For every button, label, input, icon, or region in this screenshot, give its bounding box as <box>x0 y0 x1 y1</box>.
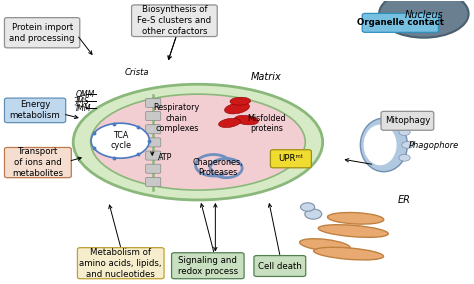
Circle shape <box>402 141 413 148</box>
Text: Crista: Crista <box>125 68 149 78</box>
Circle shape <box>301 203 315 211</box>
FancyBboxPatch shape <box>146 178 161 186</box>
Ellipse shape <box>230 97 251 105</box>
Ellipse shape <box>379 0 469 38</box>
FancyBboxPatch shape <box>271 150 311 168</box>
Ellipse shape <box>91 94 305 190</box>
Ellipse shape <box>360 118 408 172</box>
Text: Mitophagy: Mitophagy <box>385 116 430 125</box>
FancyBboxPatch shape <box>4 18 80 48</box>
FancyBboxPatch shape <box>4 147 71 178</box>
FancyBboxPatch shape <box>146 112 161 121</box>
Text: UPRᵐᵗ: UPRᵐᵗ <box>278 154 303 163</box>
FancyBboxPatch shape <box>146 98 161 107</box>
Circle shape <box>305 209 322 219</box>
Circle shape <box>218 163 235 173</box>
Text: Energy
metabolism: Energy metabolism <box>9 100 61 120</box>
Text: Signaling and
redox process: Signaling and redox process <box>178 256 238 276</box>
Ellipse shape <box>235 115 258 125</box>
Text: Matrix: Matrix <box>251 72 282 82</box>
FancyBboxPatch shape <box>362 13 438 32</box>
Text: Misfolded
proteins: Misfolded proteins <box>247 114 285 133</box>
FancyBboxPatch shape <box>146 151 161 160</box>
FancyBboxPatch shape <box>4 98 66 123</box>
Text: ER: ER <box>398 195 411 205</box>
Text: Nucleus: Nucleus <box>404 10 443 20</box>
Text: Metabolism of
amino acids, lipids,
and nucleotides: Metabolism of amino acids, lipids, and n… <box>80 248 162 279</box>
FancyBboxPatch shape <box>146 164 161 173</box>
FancyBboxPatch shape <box>146 138 161 147</box>
Ellipse shape <box>225 103 249 114</box>
Text: Protein import
and processing: Protein import and processing <box>9 23 75 43</box>
Text: IMM: IMM <box>75 104 91 113</box>
Text: OMM: OMM <box>75 90 95 99</box>
Text: Cell death: Cell death <box>258 262 302 271</box>
FancyBboxPatch shape <box>381 111 434 130</box>
Circle shape <box>399 154 410 161</box>
Text: Respiratory
chain
complexes: Respiratory chain complexes <box>154 103 200 133</box>
Ellipse shape <box>219 118 240 128</box>
Text: Transport
of ions and
metabolites: Transport of ions and metabolites <box>12 147 64 178</box>
Circle shape <box>91 123 149 158</box>
Text: Chaperones,
Proteases: Chaperones, Proteases <box>193 158 244 177</box>
FancyBboxPatch shape <box>146 125 161 134</box>
Ellipse shape <box>328 212 384 224</box>
Text: Biosynthesis of
Fe-S clusters and
other cofactors: Biosynthesis of Fe-S clusters and other … <box>137 5 211 36</box>
Text: TCA
cycle: TCA cycle <box>111 131 132 151</box>
Circle shape <box>399 129 410 135</box>
FancyBboxPatch shape <box>172 253 244 279</box>
Text: ATP: ATP <box>158 153 173 162</box>
Text: Organelle contact: Organelle contact <box>357 18 444 27</box>
Ellipse shape <box>314 247 383 260</box>
FancyBboxPatch shape <box>77 248 164 279</box>
FancyBboxPatch shape <box>132 5 217 37</box>
FancyBboxPatch shape <box>254 256 306 276</box>
Ellipse shape <box>318 225 388 237</box>
Text: Phagophore: Phagophore <box>408 141 459 150</box>
Text: IMS: IMS <box>75 97 89 106</box>
Ellipse shape <box>300 239 350 252</box>
Circle shape <box>204 159 223 171</box>
Ellipse shape <box>364 125 397 165</box>
Ellipse shape <box>73 84 323 200</box>
